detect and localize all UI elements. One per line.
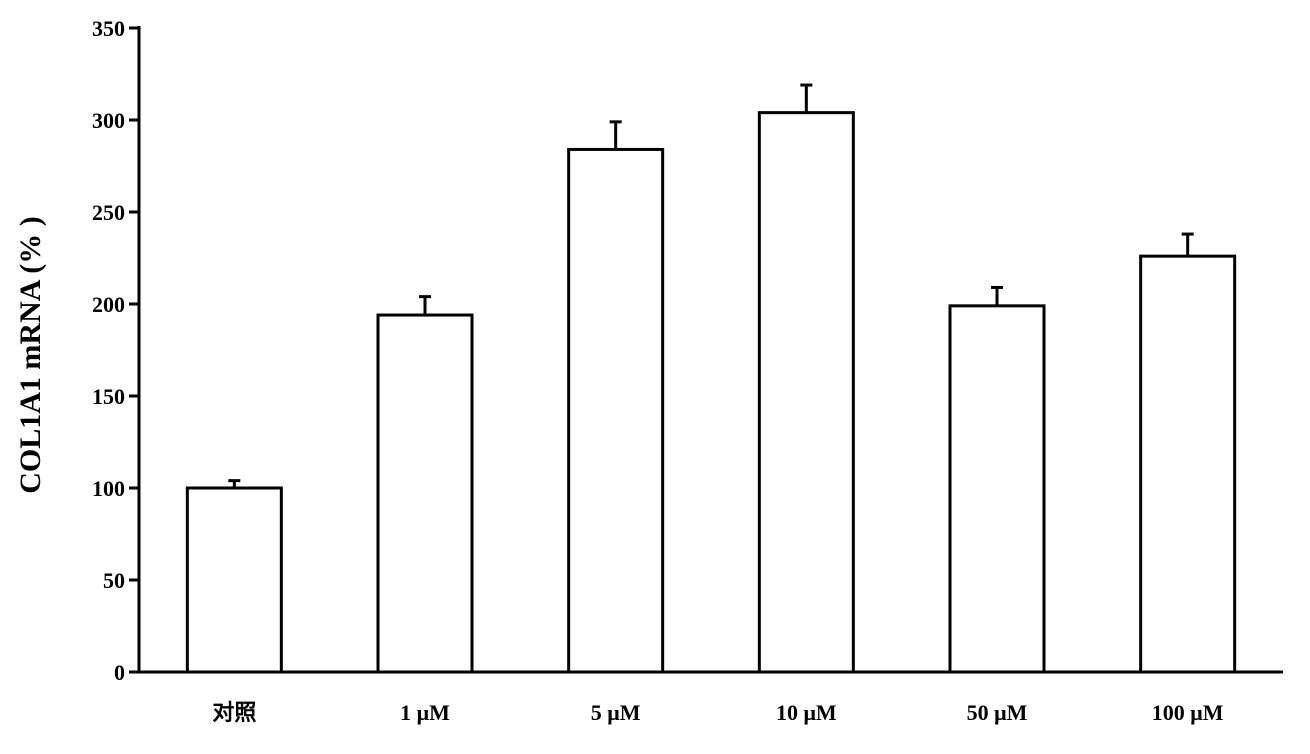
y-tick-label: 300 [92,108,125,133]
y-tick-label: 200 [92,292,125,317]
bar [757,111,855,674]
x-tick-label: 100 μM [1152,700,1224,725]
bar [1139,254,1237,674]
bars [185,83,1237,674]
y-tick-label: 250 [92,200,125,225]
bar [376,313,474,674]
bar [948,304,1046,674]
y-tick-label: 100 [92,476,125,501]
bar [567,147,665,674]
axes [137,26,1283,674]
x-tick-label: 1 μM [400,700,450,725]
y-tick-label: 150 [92,384,125,409]
x-tick-labels: 对照 1 μM 5 μM 10 μM 50 μM 100 μM [212,700,1223,725]
x-tick-label: 对照 [212,700,256,725]
y-tick-label: 350 [92,16,125,41]
x-tick-label: 50 μM [967,700,1028,725]
y-tick-label: 0 [114,660,125,685]
x-tick-label: 5 μM [591,700,641,725]
bar [185,486,283,674]
y-ticks: 0 50 100 150 200 250 300 350 [92,16,139,685]
y-axis-label: COL1A1 mRNA (% ) [14,216,47,494]
y-tick-label: 50 [103,568,125,593]
x-tick-label: 10 μM [776,700,837,725]
